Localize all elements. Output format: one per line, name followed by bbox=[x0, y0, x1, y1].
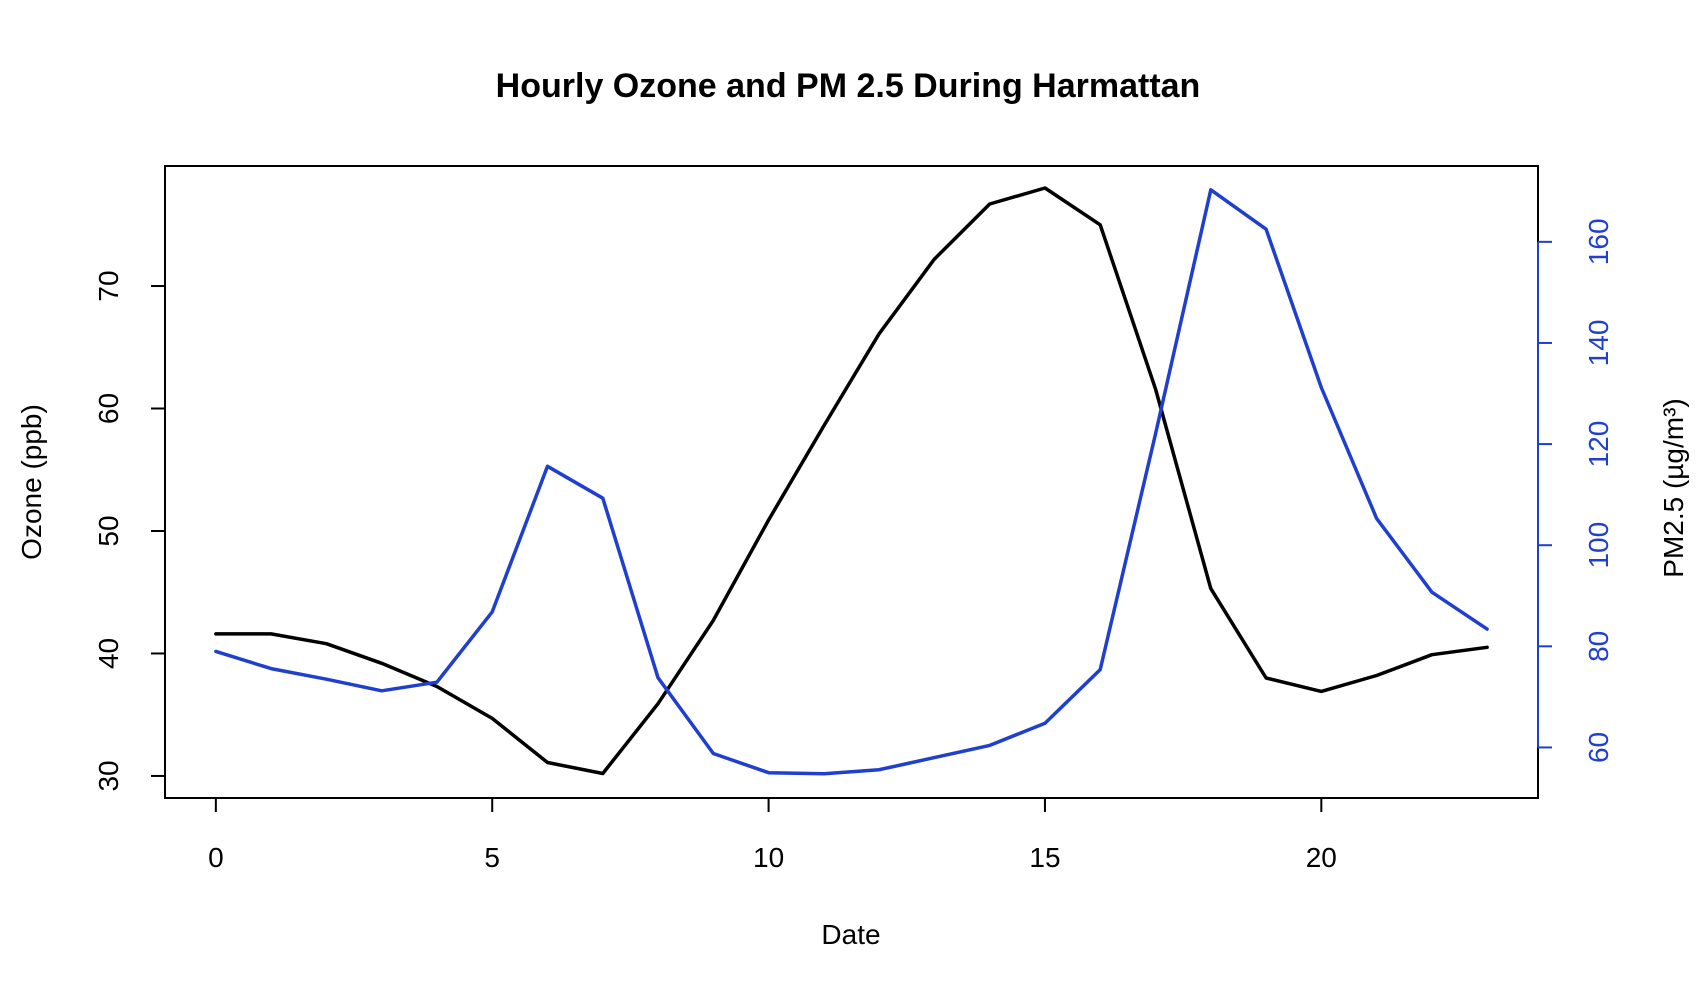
chart-title: Hourly Ozone and PM 2.5 During Harmattan bbox=[496, 67, 1201, 105]
x-axis-label: Date bbox=[821, 919, 880, 950]
right-y-axis: 60 80 100 120 140 160 bbox=[1537, 218, 1614, 763]
x-tick-label: 0 bbox=[208, 842, 224, 873]
plot-frame bbox=[164, 165, 1539, 799]
x-tick-label: 10 bbox=[753, 842, 784, 873]
left-tick-label: 40 bbox=[93, 638, 124, 669]
left-tick-label: 50 bbox=[93, 515, 124, 546]
right-tick-label: 60 bbox=[1583, 732, 1614, 763]
series-layer bbox=[214, 186, 1489, 776]
left-tick-label: 60 bbox=[93, 393, 124, 424]
right-tick-label: 160 bbox=[1583, 218, 1614, 265]
right-tick-label: 140 bbox=[1583, 320, 1614, 367]
left-y-axis: 30 40 50 60 70 bbox=[93, 270, 166, 792]
right-y-axis-label: PM2.5 (µg/m³) bbox=[1658, 398, 1689, 577]
left-tick-label: 70 bbox=[93, 270, 124, 301]
x-axis: 0 5 10 15 20 bbox=[208, 797, 1337, 873]
x-tick-label: 15 bbox=[1029, 842, 1060, 873]
x-tick-label: 5 bbox=[484, 842, 500, 873]
right-tick-label: 100 bbox=[1583, 522, 1614, 569]
right-tick-label: 120 bbox=[1583, 421, 1614, 468]
right-tick-label: 80 bbox=[1583, 631, 1614, 662]
x-tick-label: 20 bbox=[1306, 842, 1337, 873]
pm25-series-line bbox=[214, 188, 1489, 776]
left-tick-label: 30 bbox=[93, 760, 124, 791]
left-y-axis-label: Ozone (ppb) bbox=[16, 404, 47, 560]
